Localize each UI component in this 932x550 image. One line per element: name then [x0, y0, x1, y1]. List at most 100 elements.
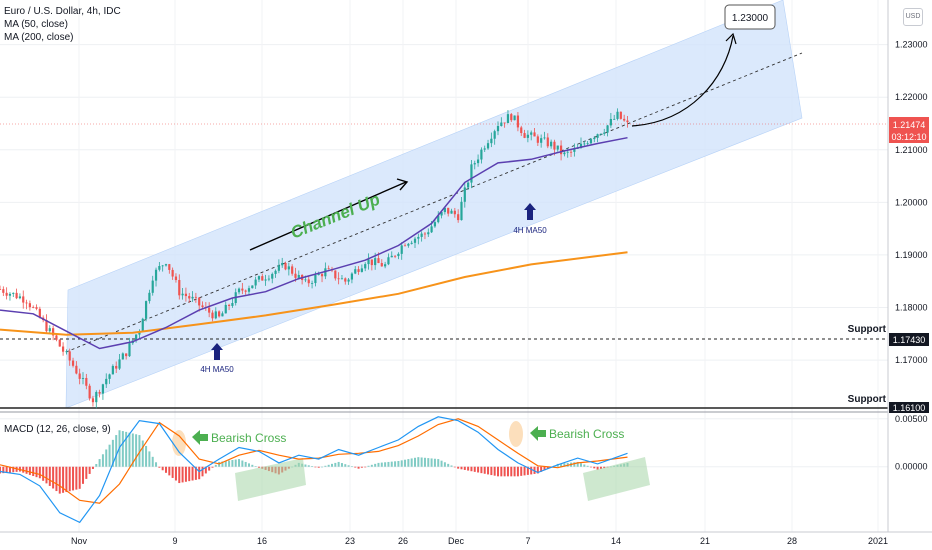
candle-body [493, 131, 496, 139]
macd-histogram-bar [174, 466, 177, 481]
candle-body [15, 292, 18, 299]
candle-body [543, 137, 546, 139]
macd-histogram-bar [417, 457, 420, 467]
macd-histogram-bar [2, 466, 5, 474]
candle-body [101, 384, 105, 394]
support-price-tag-1 [889, 333, 929, 346]
macd-histogram-bar [257, 466, 260, 468]
currency-button[interactable]: USD [903, 8, 923, 26]
candle-body [443, 207, 446, 213]
macd-histogram-bar [5, 466, 8, 473]
candle-body [168, 264, 171, 270]
macd-histogram-bar [340, 463, 343, 467]
macd-legend-title: MACD (12, 26, close, 9) [4, 424, 111, 435]
macd-histogram-bar [75, 466, 78, 490]
macd-histogram-bar [367, 465, 370, 467]
macd-histogram-bar [580, 463, 582, 467]
candle-body [563, 152, 566, 155]
macd-histogram-bar [138, 435, 141, 467]
macd-histogram-bar [560, 463, 563, 467]
candle-body [533, 132, 536, 137]
time-axis[interactable]: Nov 9 16 23 26 Dec 7 14 21 28 2021 [71, 536, 888, 546]
candle-body [483, 148, 486, 150]
macd-histogram-bar [204, 466, 207, 474]
macd-histogram-bar [231, 460, 234, 467]
candle-body [327, 268, 330, 270]
channel-midline [65, 52, 803, 353]
candle-body [125, 353, 128, 357]
candle-body [350, 273, 354, 280]
candle-body [25, 302, 28, 304]
candle-body [530, 132, 533, 135]
macd-histogram-bar [423, 457, 426, 467]
macd-histogram-bar [38, 466, 41, 479]
candle-body [550, 141, 553, 147]
macd-histogram-bar [115, 435, 118, 467]
ma50-label-2: 4H MA50 [513, 226, 547, 235]
candle-body [111, 365, 114, 375]
macd-histogram-bar [244, 461, 247, 467]
macd-histogram-bar [131, 433, 134, 467]
price-axis[interactable]: 1.23000 1.22000 1.21000 1.20000 1.19000 1.180… [895, 40, 928, 365]
ma200-line [0, 251, 628, 336]
macd-histogram-bar [516, 466, 519, 477]
candle-body [357, 269, 360, 272]
ma50-arrow-up-1 [211, 343, 223, 360]
macd-histogram-bar [530, 466, 533, 475]
support-price-tag-2 [889, 402, 929, 413]
macd-histogram-bar [314, 466, 317, 468]
time-tick-label: 21 [700, 536, 710, 546]
candle-body [593, 137, 596, 140]
macd-histogram-bar [599, 466, 602, 469]
candle-body [367, 259, 370, 265]
macd-histogram-bar [238, 459, 241, 467]
candle-body [430, 226, 433, 233]
candle-body [154, 269, 158, 281]
candle-body [8, 293, 12, 296]
candle-body [201, 305, 204, 307]
macd-histogram-bar [82, 466, 84, 484]
macd-histogram-bar [364, 466, 367, 468]
macd-histogram-bar [586, 465, 589, 467]
macd-histogram-bar [506, 466, 509, 477]
macd-histogram-bar [473, 466, 476, 472]
candle-body [463, 187, 466, 202]
macd-histogram-bar [125, 431, 128, 467]
macd-histogram-bar [483, 466, 486, 474]
macd-histogram-bar [334, 462, 337, 467]
candle-body [277, 265, 280, 271]
macd-histogram-bar [397, 460, 400, 467]
macd-histogram-bar [603, 466, 606, 469]
macd-histogram-bar [583, 464, 586, 467]
candle-body [540, 138, 543, 143]
candle-body [247, 288, 251, 292]
candle-body [337, 278, 340, 280]
candle-body [573, 148, 576, 152]
macd-axis[interactable]: 0.00500 0.00000 [895, 414, 928, 472]
candle-body [227, 304, 231, 306]
macd-histogram-bar [32, 466, 35, 477]
macd-histogram-bar [453, 466, 456, 468]
candle-body [274, 270, 277, 274]
candle-body [410, 242, 413, 244]
channel-arrow-head [396, 178, 409, 191]
macd-histogram-bar [178, 466, 181, 484]
candle-body [191, 296, 194, 299]
candle-body [115, 365, 118, 369]
candle-body [384, 264, 387, 267]
candle-body [211, 312, 214, 319]
macd-histogram-bar [477, 466, 480, 473]
candle-body [52, 328, 55, 336]
macd-histogram-bar [450, 465, 453, 467]
candle-body [214, 311, 217, 319]
time-tick-label: 26 [398, 536, 408, 546]
candle-body [271, 273, 274, 279]
macd-histogram-bar [327, 464, 330, 467]
candle-body [457, 214, 460, 221]
candle-body [2, 289, 5, 293]
macd-histogram-bar [161, 466, 164, 471]
candle-body [65, 351, 68, 353]
candle-body [291, 266, 294, 274]
candle-body [144, 301, 148, 319]
